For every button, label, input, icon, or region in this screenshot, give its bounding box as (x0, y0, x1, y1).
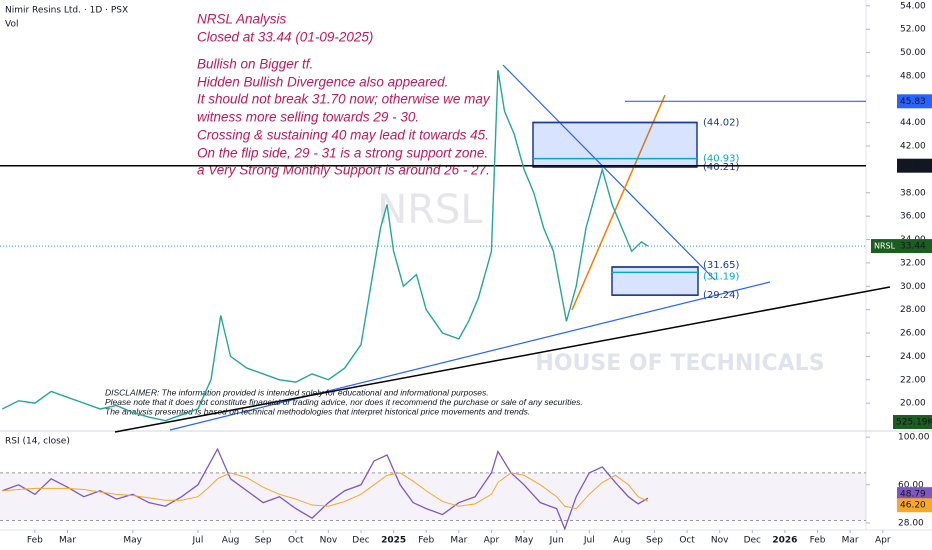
volume-label: 525.19K (896, 418, 932, 428)
annotation-line: Crossing & sustaining 40 may lead it tow… (197, 128, 489, 143)
y-tick-label: 36.00 (900, 212, 926, 222)
annotation-line: Bullish on Bigger tf. (197, 57, 313, 72)
annotation-line: On the flip side, 29 - 31 is a strong su… (197, 146, 488, 161)
x-tick-label: Jul (192, 536, 204, 546)
rsi-label: 46.20 (900, 501, 926, 511)
rsi-label-bg (897, 498, 932, 513)
y-tick-label: 22.00 (900, 375, 926, 385)
y-tick-label: 50.00 (900, 48, 926, 58)
disclaimer: DISCLAIMER: The information provided is … (105, 387, 583, 416)
rsi-label-bg (897, 487, 932, 502)
annotation-line: NRSL Analysis (197, 12, 287, 27)
x-tick-label: May (515, 536, 534, 546)
level-label: (31.65) (703, 260, 740, 271)
volume-title: Vol (5, 20, 18, 30)
rsi-line (2, 447, 649, 531)
y-tick-label: 26.00 (900, 329, 926, 339)
rsi-tick-label: 100.00 (898, 433, 930, 443)
annotation-line: Hidden Bullish Divergence also appeared. (197, 75, 448, 90)
y-tick-label: 54.00 (900, 1, 926, 11)
level-label: (40.93) (703, 154, 740, 165)
x-tick-label: Apr (484, 536, 500, 546)
y-tick-label: 52.00 (900, 25, 926, 35)
x-tick-label: Dec (744, 536, 761, 546)
watermark: NRSL (377, 187, 483, 233)
annotation-line: witness more selling towards 29 - 30. (197, 110, 419, 125)
trendline (169, 281, 771, 431)
x-tick-label: Feb (27, 536, 43, 546)
x-tick-label: Apr (875, 536, 891, 546)
x-tick-label: Jun (549, 536, 564, 546)
x-tick-label: Feb (810, 536, 826, 546)
rsi-tick-label: 60.00 (898, 480, 924, 490)
price-label-bg (897, 158, 932, 173)
x-tick-label: 2026 (772, 536, 797, 546)
x-tick-label: Mar (59, 536, 76, 546)
x-tick-label: Sep (646, 536, 663, 546)
trendlines (114, 64, 891, 433)
x-tick-label: Sep (255, 536, 272, 546)
trendline (571, 94, 666, 311)
disclaimer-line: The analysis presented is based on techn… (105, 406, 530, 416)
x-tick-label: Aug (222, 536, 240, 546)
y-tick-label: 30.00 (900, 282, 926, 292)
trendline (114, 286, 891, 433)
disclaimer-line: DISCLAIMER: The information provided is … (105, 387, 489, 397)
x-tick-label: Oct (288, 536, 304, 546)
x-tick-label: May (123, 536, 142, 546)
x-tick-label: Feb (418, 536, 434, 546)
price-label-bg (897, 94, 932, 109)
x-tick-label: Mar (450, 536, 467, 546)
support-zone (611, 266, 699, 296)
price-label: 45.83 (900, 97, 926, 107)
rsi-band (0, 472, 866, 521)
price-label: 40.32 (900, 161, 926, 171)
price-line (1, 69, 649, 422)
y-tick-label: 28.00 (900, 305, 926, 315)
y-tick-label: 48.00 (900, 71, 926, 81)
symbol-title: Nimir Resins Ltd. · 1D · PSX (5, 6, 128, 16)
rsi-tick-label: 28.00 (898, 518, 924, 528)
rsi-title: RSI (14, close) (5, 437, 70, 447)
disclaimer-line: Please note that it does not constitute … (105, 397, 583, 407)
y-tick-label: 24.00 (900, 352, 926, 362)
annotation: NRSL Analysis Closed at 33.44 (01-09-2025… (197, 12, 491, 178)
level-label: (40.21) (703, 162, 740, 173)
rsi-label: 48.79 (900, 490, 926, 500)
annotation-line: It should not break 31.70 now; otherwise… (197, 92, 491, 107)
y-tick-label: 42.00 (900, 142, 926, 152)
y-tick-label: 38.00 (900, 188, 926, 198)
level-label: (31.19) (703, 271, 740, 282)
level-label: (44.02) (703, 117, 740, 128)
x-tick-label: Mar (842, 536, 859, 546)
y-tick-label: 32.00 (900, 258, 926, 268)
trendline (502, 64, 716, 281)
resistance-zone (532, 121, 698, 168)
annotation-line: a Very Strong Monthly Support is around … (197, 163, 490, 178)
rsi-line (2, 472, 649, 510)
x-tick-label: Aug (613, 536, 631, 546)
volume-label-bg (893, 415, 932, 429)
y-tick-label: 20.00 (900, 399, 926, 409)
y-tick-label: 44.00 (900, 118, 926, 128)
symbol-tag-label: NRSL (874, 242, 896, 251)
x-tick-label: Dec (352, 536, 369, 546)
x-tick-label: Nov (320, 536, 338, 546)
x-tick-label: Oct (679, 536, 695, 546)
level-label: (29.24) (703, 290, 740, 301)
brand-watermark: HOUSE OF TECHNICALS (535, 351, 824, 376)
x-tick-label: Nov (711, 536, 729, 546)
x-tick-label: Jul (583, 536, 595, 546)
x-tick-label: 2025 (381, 536, 406, 546)
symbol-tag (871, 239, 897, 254)
annotation-line: Closed at 33.44 (01-09-2025) (197, 30, 373, 45)
price-label-bg (897, 239, 932, 254)
price-label: 33.44 (900, 242, 926, 252)
